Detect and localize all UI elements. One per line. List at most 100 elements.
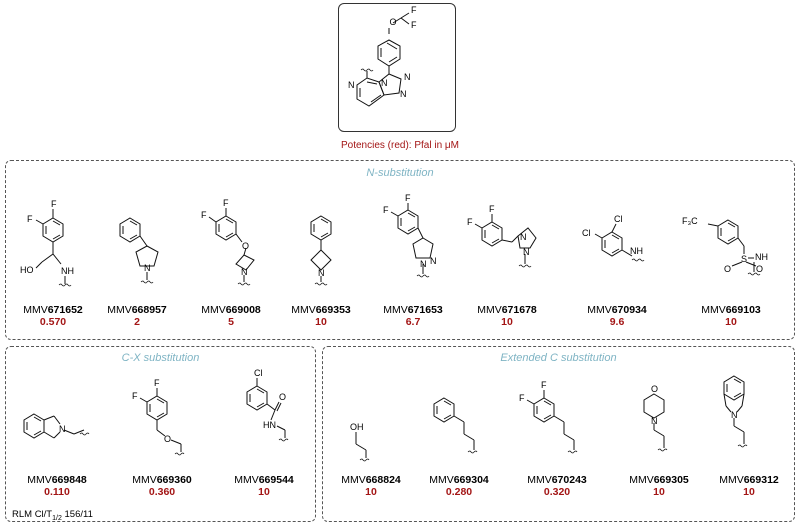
cx-substitution-panel: C-X substitution [5,346,316,522]
atom-label: N [241,267,248,277]
atom-label: F [519,393,525,403]
atom-label: F [467,217,473,227]
potency-value: 0.110 [44,486,70,498]
compound-structure: N [119,217,159,284]
atom-label: F [383,205,389,215]
atom-label: F [201,210,207,220]
atom-label: N [59,424,66,434]
compound-id: MMV668957 [107,304,167,316]
atom-label: O [164,434,171,444]
compound-card: F F HO NH MMV671652 0.570 [8,192,98,328]
atom-label: F [154,378,160,388]
compound-id: MMV669304 [429,474,489,486]
compound-card: F F MMV670243 0.320 [512,368,602,498]
atom-label: N [420,259,427,269]
potency-value: 0.570 [39,316,67,328]
potency-value: 5 [228,316,234,328]
atom-label: O [651,384,658,394]
extended-c-panel: Extended C substitution [322,346,795,522]
core-scaffold-box: O F F N N N N [338,3,456,132]
core-scaffold-structure: O F F N N N N [348,5,417,107]
core-f1-atom: F [411,5,417,15]
atom-label: F [132,391,138,401]
atom-label: HO [20,265,34,275]
atom-label: N [731,410,738,420]
atom-label: Cl [582,228,591,238]
potency-value: 9.6 [609,316,625,328]
potency-value: 10 [315,316,327,328]
compound-id: MMV669360 [132,474,192,486]
compound-id: MMV669312 [719,474,779,486]
compound-id: MMV668824 [341,474,401,486]
atom-label: O [242,241,249,251]
atom-label: Cl [254,368,263,378]
compound-card: N MMV668957 2 [92,192,182,328]
atom-label: N [318,268,325,278]
compound-card: N MMV669353 10 [276,192,366,328]
atom-label: F [27,214,33,224]
potency-value: 6.7 [405,316,421,328]
atom-label: N [144,263,151,273]
atom-label: HN [263,420,276,430]
compound-structure: F F HO NH [20,199,74,287]
compound-card: N MMV669848 0.110 [12,368,102,498]
compound-structure: Cl Cl NH [582,214,645,262]
compound-structure: F F N N [383,193,437,278]
n-substitution-panel: N-substitution [5,160,795,340]
atom-label: N [520,232,527,242]
potency-value: 0.360 [148,486,176,498]
potency-value: 10 [258,486,270,498]
compound-id: MMV670934 [587,304,647,316]
compound-structure: F F O [132,378,185,456]
potency-note: Potencies (red): Pfal in μM [340,140,460,151]
compound-card: F₃C S O O NH MMV669103 10 [682,192,776,328]
compound-structure: O N [643,384,668,452]
compound-structure: F F N N [467,204,537,268]
atom-label: F [223,198,229,208]
compound-id: MMV669848 [27,474,87,486]
atom-label: O [756,264,763,274]
potency-value: 10 [365,486,377,498]
compound-card: F F N N MMV671678 10 [462,192,552,328]
atom-label: F [405,193,411,203]
compound-structure: F₃C S O O NH [682,216,768,276]
compound-card: O N MMV669305 10 [614,368,704,498]
cx-substitution-title: C-X substitution [121,352,200,364]
compound-card: MMV669304 0.280 [414,368,504,498]
compound-id: MMV671652 [23,304,83,316]
atom-label: NH [61,266,74,276]
core-n4-atom: N [348,80,355,90]
core-n3-atom: N [381,78,388,88]
atom-label: N [651,416,658,426]
compound-card: Cl O HN MMV669544 10 [219,368,309,498]
core-n2-atom: N [400,89,407,99]
core-o-atom: O [389,17,396,27]
atom-label: F₃C [682,216,698,226]
compound-id: MMV669008 [201,304,261,316]
compound-card: OH MMV668824 10 [326,368,416,498]
atom-label: N [523,247,530,257]
compound-card: N MMV669312 10 [704,368,794,498]
compound-structure: N [723,375,748,448]
core-f2-atom: F [411,20,417,30]
compound-id: MMV670243 [527,474,587,486]
compound-id: MMV669544 [234,474,294,486]
compound-card: F F N N MMV671653 6.7 [368,192,458,328]
atom-label: O [279,392,286,402]
potency-value: 0.280 [445,486,473,498]
compound-structure: F F O N [201,198,255,286]
compound-structure: N [310,215,332,286]
compound-structure: OH [350,422,370,462]
potency-value: 10 [501,316,513,328]
compound-structure: N [23,413,90,439]
compound-id: MMV669353 [291,304,351,316]
compound-structure [433,397,478,454]
potency-value: 10 [743,486,755,498]
atom-label: N [430,256,437,266]
compound-structure: Cl O HN [246,368,289,442]
extended-c-title: Extended C substitution [500,352,617,364]
compound-id: MMV671653 [383,304,443,316]
atom-label: NH [755,252,768,262]
potency-value: 10 [725,316,737,328]
atom-label: O [724,264,731,274]
